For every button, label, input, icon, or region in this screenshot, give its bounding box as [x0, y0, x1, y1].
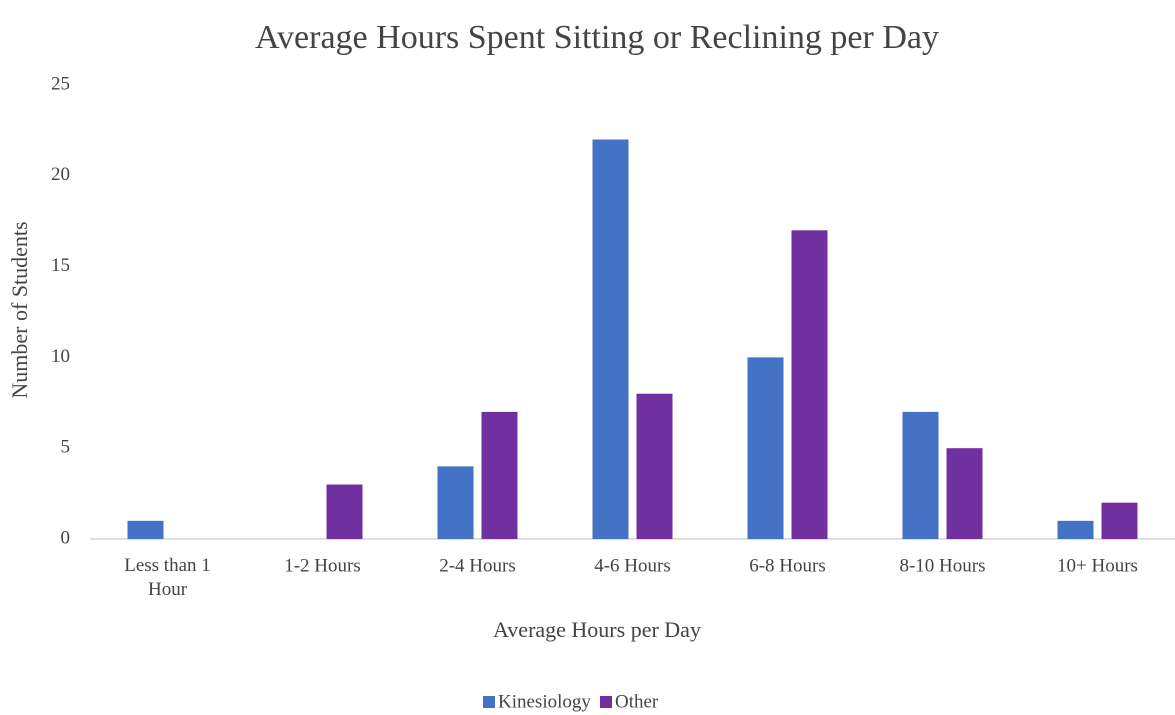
y-axis-title: Number of Students [7, 221, 32, 398]
x-tick-label: 6-8 Hours [749, 555, 826, 576]
legend-label: Other [615, 691, 659, 712]
bar [481, 411, 518, 539]
bar [636, 393, 673, 539]
x-tick-label: Less than 1 Hour [124, 555, 211, 600]
bar [1101, 502, 1138, 539]
x-tick-label: 4-6 Hours [594, 555, 671, 576]
bar [747, 357, 784, 539]
bar [791, 230, 828, 539]
legend-swatch [600, 696, 612, 708]
bar [902, 411, 939, 539]
y-tick-label: 0 [61, 527, 71, 548]
legend-label: Kinesiology [498, 691, 591, 712]
x-tick-label: 1-2 Hours [284, 555, 361, 576]
y-tick-label: 20 [51, 164, 70, 185]
legend-swatch [483, 696, 495, 708]
x-tick-label: 10+ Hours [1057, 555, 1138, 576]
y-tick-label: 25 [51, 73, 70, 94]
x-tick-label: 2-4 Hours [439, 555, 516, 576]
bar [127, 520, 164, 539]
x-tick-label: 8-10 Hours [899, 555, 985, 576]
bar [437, 466, 474, 539]
bar [946, 448, 983, 539]
y-tick-label: 10 [51, 346, 70, 367]
bar [592, 139, 629, 540]
bar [1057, 520, 1094, 539]
y-tick-label: 15 [51, 255, 70, 276]
x-axis-title: Average Hours per Day [493, 617, 701, 642]
bar [326, 484, 363, 539]
y-tick-label: 5 [61, 437, 71, 458]
chart-title: Average Hours Spent Sitting or Reclining… [255, 19, 939, 56]
